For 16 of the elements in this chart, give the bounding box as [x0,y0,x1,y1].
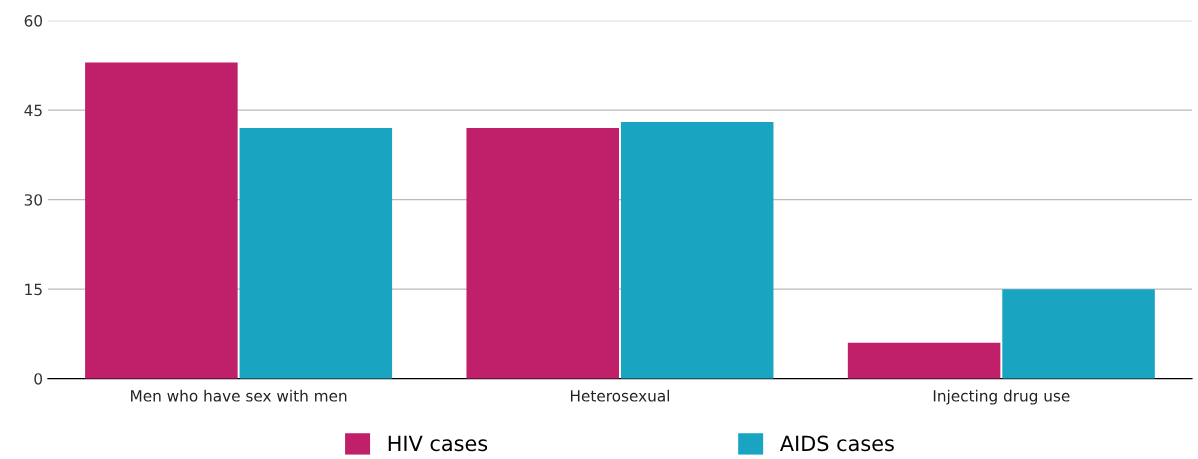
bar [85,62,238,379]
bar [466,128,620,379]
bar [239,128,393,379]
x-tick-label: Injecting drug use [933,389,1070,405]
bar [847,342,1001,379]
bar [620,122,774,379]
x-tick-label: Men who have sex with men [131,389,347,402]
legend-label: AIDS cases [779,435,894,452]
y-tick-label: 30 [24,194,43,206]
y-tick-label: 60 [24,15,43,27]
legend-label: HIV cases [388,435,488,452]
x-tick-label: Heterosexual [570,389,670,402]
bar [1002,289,1155,379]
y-tick-label: 0 [34,373,43,385]
y-tick-label: 45 [24,104,42,117]
y-tick-label: 15 [25,283,42,296]
